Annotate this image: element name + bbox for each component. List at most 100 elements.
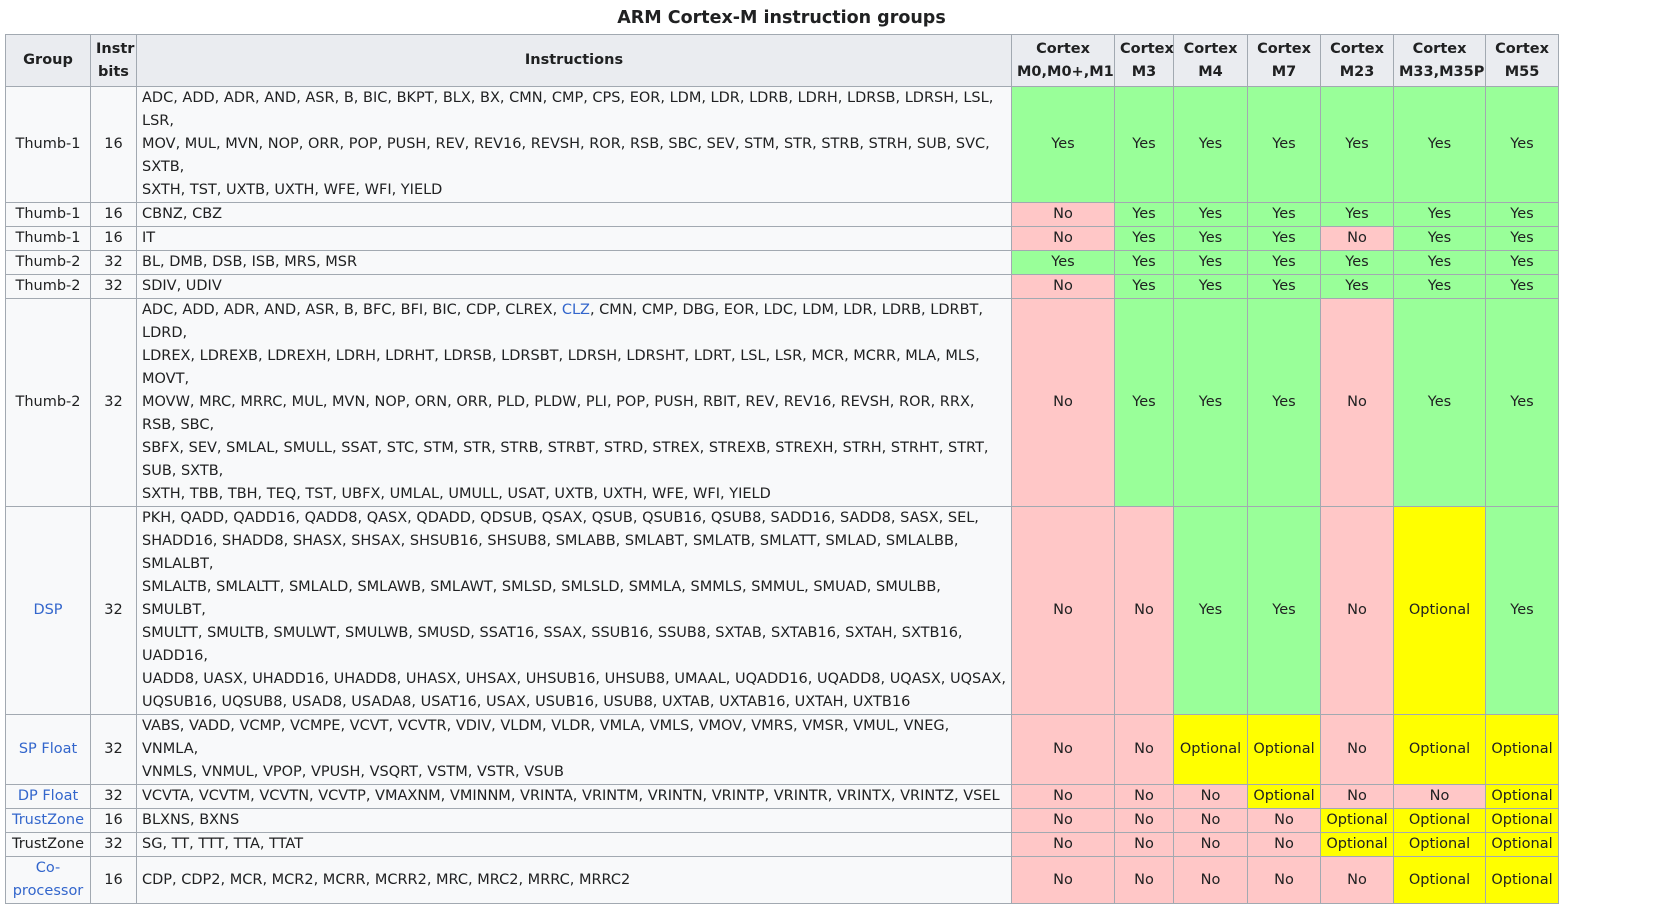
instruction-link[interactable]: CLZ: [561, 302, 590, 318]
instruction-groups-table-wrapper: ARM Cortex-M instruction groups Group Ins…: [5, 6, 1559, 904]
instructions-cell: BLXNS, BXNS: [136, 808, 1012, 833]
group-cell: Thumb-2: [5, 298, 91, 507]
instr-bits-cell: 32: [90, 274, 137, 299]
support-cell: Yes: [1173, 298, 1248, 507]
group-label: Thumb-2: [15, 394, 81, 410]
instruction-text: , CMN, CMP, DBG, EOR, LDC, LDM, LDR, LDR…: [142, 302, 983, 341]
support-cell: Yes: [1247, 226, 1321, 251]
group-cell: TrustZone: [5, 808, 91, 833]
support-cell: No: [1011, 808, 1115, 833]
group-link[interactable]: SP Float: [18, 741, 78, 757]
support-cell: Optional: [1485, 856, 1559, 904]
header-core-line: Cortex: [1495, 40, 1549, 57]
support-cell: No: [1114, 506, 1174, 715]
group-link[interactable]: DSP: [33, 602, 63, 618]
instructions-cell: ADC, ADD, ADR, AND, ASR, B, BFC, BFI, BI…: [136, 298, 1012, 507]
instruction-text: SMLALTB, SMLALTT, SMLALD, SMLAWB, SMLAWT…: [142, 579, 941, 618]
header-core-line: M55: [1504, 63, 1540, 80]
support-cell: Optional: [1485, 714, 1559, 785]
instruction-text: PKH, QADD, QADD16, QADD8, QASX, QDADD, Q…: [142, 510, 979, 526]
instruction-text: ADC, ADD, ADR, AND, ASR, B, BIC, BKPT, B…: [142, 90, 994, 129]
table-row: Thumb-2 32 SDIV, UDIV No Yes Yes Yes Yes Yes Yes: [5, 274, 1559, 299]
instruction-text: SXTH, TBB, TBH, TEQ, TST, UBFX, UMLAL, U…: [142, 486, 771, 502]
instruction-text: MOV, MUL, MVN, NOP, ORR, POP, PUSH, REV,…: [142, 136, 990, 175]
instructions-cell: BL, DMB, DSB, ISB, MRS, MSR: [136, 250, 1012, 275]
instructions-cell: VCVTA, VCVTM, VCVTN, VCVTP, VMAXNM, VMIN…: [136, 784, 1012, 809]
instruction-text: VCVTA, VCVTM, VCVTN, VCVTP, VMAXNM, VMIN…: [142, 788, 1000, 804]
header-core: Cortex M33,M35P: [1393, 34, 1486, 87]
support-cell: Optional: [1393, 808, 1486, 833]
support-cell: Yes: [1173, 226, 1248, 251]
support-cell: No: [1320, 784, 1394, 809]
support-cell: Yes: [1173, 202, 1248, 227]
instr-bits-cell: 32: [90, 714, 137, 785]
table-row: TrustZone 16 BLXNS, BXNS No No No No Optional Op…: [5, 808, 1559, 833]
table-row: Thumb-1 16 IT No Yes Yes Yes No Yes Yes: [5, 226, 1559, 251]
header-core-line: M7: [1271, 63, 1297, 80]
support-cell: Yes: [1393, 298, 1486, 507]
instruction-text: ADC, ADD, ADR, AND, ASR, B, BFC, BFI, BI…: [142, 302, 562, 318]
instruction-text: SXTH, TST, UXTB, UXTH, WFE, WFI, YIELD: [142, 182, 443, 198]
table-row: Thumb-1 16 ADC, ADD, ADR, AND, ASR, B, BIC…: [5, 86, 1559, 203]
instruction-text: BL, DMB, DSB, ISB, MRS, MSR: [142, 254, 358, 270]
support-cell: Yes: [1114, 250, 1174, 275]
group-cell: TrustZone: [5, 832, 91, 857]
header-instr-bits: Instr bits: [90, 34, 137, 87]
support-cell: No: [1011, 856, 1115, 904]
group-label: Thumb-1: [15, 206, 81, 222]
support-cell: Yes: [1247, 250, 1321, 275]
instr-bits-cell: 16: [90, 856, 137, 904]
support-cell: No: [1173, 784, 1248, 809]
support-cell: Yes: [1485, 226, 1559, 251]
support-cell: Yes: [1320, 274, 1394, 299]
group-link[interactable]: Co-: [35, 860, 61, 876]
support-cell: No: [1320, 856, 1394, 904]
support-cell: Yes: [1393, 86, 1486, 203]
instructions-cell: VABS, VADD, VCMP, VCMPE, VCVT, VCVTR, VD…: [136, 714, 1012, 785]
support-cell: No: [1011, 714, 1115, 785]
support-cell: No: [1173, 856, 1248, 904]
instruction-text: VABS, VADD, VCMP, VCMPE, VCVT, VCVTR, VD…: [142, 718, 950, 757]
instr-bits-cell: 16: [90, 86, 137, 203]
header-instr-bits-line: bits: [98, 63, 129, 80]
support-cell: Yes: [1114, 202, 1174, 227]
support-cell: Yes: [1247, 298, 1321, 507]
header-core-line: Cortex: [1183, 40, 1238, 57]
support-cell: Yes: [1011, 86, 1115, 203]
group-label: Thumb-2: [15, 278, 81, 294]
group-cell: SP Float: [5, 714, 91, 785]
support-cell: Yes: [1393, 274, 1486, 299]
support-cell: Yes: [1173, 506, 1248, 715]
group-cell: Thumb-2: [5, 250, 91, 275]
table-row: TrustZone 32 SG, TT, TTT, TTA, TTAT No No No N…: [5, 832, 1559, 857]
group-cell: Co-processor: [5, 856, 91, 904]
group-link[interactable]: processor: [12, 883, 84, 899]
support-cell: Optional: [1393, 714, 1486, 785]
group-link[interactable]: TrustZone: [11, 812, 85, 828]
support-cell: Yes: [1485, 202, 1559, 227]
support-cell: Yes: [1173, 86, 1248, 203]
instr-bits-cell: 32: [90, 250, 137, 275]
instructions-cell: PKH, QADD, QADD16, QADD8, QASX, QDADD, Q…: [136, 506, 1012, 715]
support-cell: Optional: [1485, 784, 1559, 809]
instr-bits-cell: 32: [90, 832, 137, 857]
header-core: Cortex M3: [1114, 34, 1174, 87]
support-cell: No: [1011, 226, 1115, 251]
support-cell: Yes: [1173, 250, 1248, 275]
support-cell: No: [1320, 298, 1394, 507]
support-cell: No: [1114, 714, 1174, 785]
support-cell: No: [1247, 856, 1321, 904]
header-group: Group: [5, 34, 91, 87]
support-cell: Yes: [1173, 274, 1248, 299]
instructions-cell: IT: [136, 226, 1012, 251]
support-cell: Yes: [1114, 86, 1174, 203]
instr-bits-cell: 16: [90, 226, 137, 251]
group-link[interactable]: DP Float: [17, 788, 79, 804]
support-cell: Yes: [1320, 250, 1394, 275]
support-cell: No: [1173, 832, 1248, 857]
instructions-cell: CDP, CDP2, MCR, MCR2, MCRR, MCRR2, MRC, …: [136, 856, 1012, 904]
table-row: Co-processor 16 CDP, CDP2, MCR, MCR2, MCRR…: [5, 856, 1559, 904]
support-cell: Optional: [1393, 856, 1486, 904]
group-label: Thumb-2: [15, 254, 81, 270]
support-cell: Optional: [1393, 506, 1486, 715]
